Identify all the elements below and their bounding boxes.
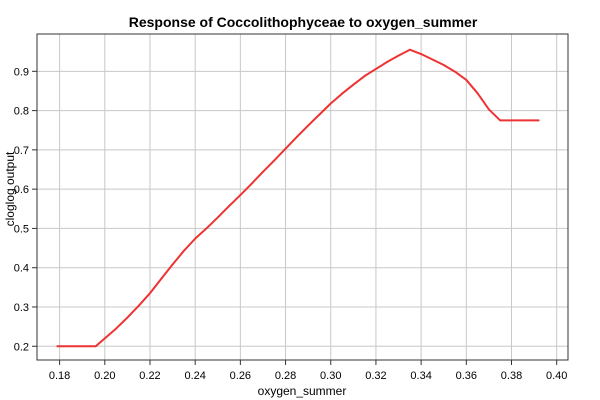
y-tick-label: 0.3 [14,302,29,314]
data-point [149,292,151,295]
data-point [521,119,524,122]
data-point [375,68,377,70]
data-point [126,316,129,319]
data-point [397,54,400,57]
y-tick-label: 0.6 [14,184,29,196]
x-tick-label: 0.34 [410,370,431,382]
y-tick-label: 0.5 [14,223,29,235]
x-tick-label: 0.26 [230,370,251,382]
data-point [307,124,310,127]
data-point [115,327,117,330]
data-point [329,102,332,105]
data-point [171,263,174,266]
series-line [56,48,540,348]
data-point [239,194,242,196]
data-point [295,136,298,138]
y-tick-label: 0.4 [14,263,29,275]
data-point [284,147,287,150]
data-point [137,304,140,307]
data-point [262,170,264,173]
data-point [103,337,106,340]
chart-title: Response of Coccolithophyceae to oxygen_… [129,14,478,30]
data-point [228,205,230,207]
x-tick-label: 0.28 [275,370,296,382]
data-point [476,92,479,95]
data-point [216,216,219,219]
data-point [431,58,434,61]
data-point [420,53,423,55]
x-tick-label: 0.20 [94,370,115,382]
plot-area [37,34,568,360]
data-point [182,249,185,252]
y-tick-label: 0.8 [14,106,29,118]
x-tick-label: 0.30 [320,370,341,382]
data-point [537,119,540,122]
plot-frame [36,33,569,361]
x-tick-label: 0.36 [456,370,477,382]
x-tick-label: 0.40 [546,370,567,382]
x-tick-label: 0.18 [49,370,70,382]
y-tick-label: 0.7 [14,145,29,157]
data-point [488,108,490,111]
y-tick-label: 0.2 [14,341,29,353]
x-tick-label: 0.32 [365,370,386,382]
data-point [465,79,468,81]
data-point [386,60,389,63]
data-point [341,92,343,95]
data-point [499,119,502,122]
x-tick-label: 0.24 [184,370,205,382]
x-tick-label: 0.38 [501,370,522,382]
series-layer [56,48,540,348]
data-point [194,237,197,240]
data-point [56,345,59,348]
y-axis-label: cloglog output [3,151,17,226]
axis-ticks: 0.18 0.20 0.22 0.24 0.26 0.28 0.30 0.32 0.34 0.36… [14,66,568,382]
data-point [318,113,321,116]
y-tick-label: 0.9 [14,66,29,78]
x-axis-label: oxygen_summer [258,384,347,398]
data-point [94,345,97,348]
data-point [273,159,276,162]
grid [37,34,568,360]
data-point [363,75,366,77]
data-point [442,64,445,66]
data-point [250,182,253,185]
data-point [408,48,411,51]
data-point [454,70,456,73]
data-point [160,277,163,280]
x-tick-label: 0.22 [139,370,160,382]
data-point [352,83,355,86]
data-point [205,227,208,230]
